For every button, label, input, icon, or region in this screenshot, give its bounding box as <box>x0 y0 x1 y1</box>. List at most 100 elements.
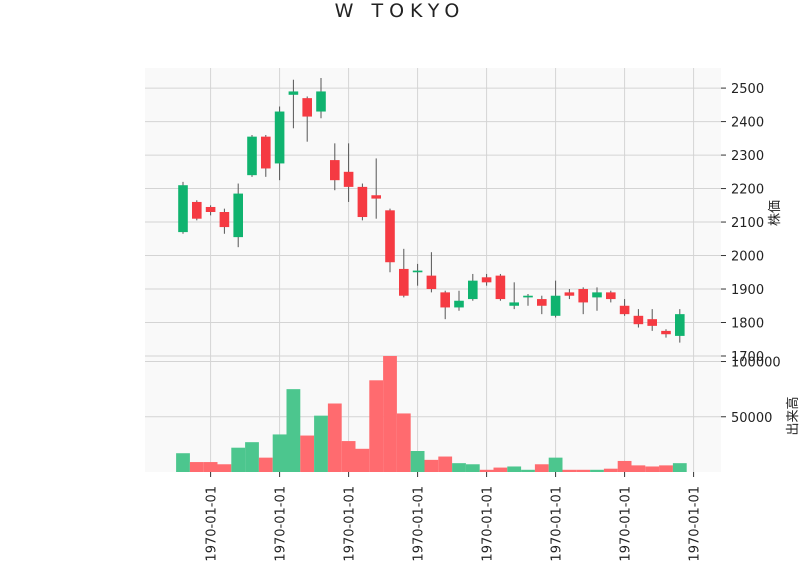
date-tick-label: 1970-01-01 <box>619 486 634 562</box>
price-tick-label: 1900 <box>731 283 764 298</box>
price-tick-label: 1700 <box>731 350 764 365</box>
candle-body <box>330 160 340 181</box>
price-tick-label: 1800 <box>731 317 764 332</box>
volume-bar <box>245 442 259 472</box>
candle-body <box>219 212 230 228</box>
volume-bar <box>507 466 522 472</box>
volume-axis: 50000 100000 <box>721 356 781 426</box>
volume-bar <box>355 448 370 472</box>
volume-bar <box>231 447 246 472</box>
date-tick-label: 1970-01-01 <box>274 486 289 562</box>
candle-body <box>412 270 423 273</box>
volume-bar <box>217 464 232 472</box>
price-tick-label: 2000 <box>731 250 764 265</box>
candle-body <box>468 280 478 300</box>
candle-body <box>247 136 257 176</box>
volume-bar <box>272 434 287 472</box>
volume-bar <box>341 441 356 472</box>
candle-body <box>592 292 602 298</box>
volume-bar <box>327 403 342 472</box>
date-tick-label: 1970-01-01 <box>412 486 427 562</box>
date-tick-label: 1970-01-01 <box>481 486 496 562</box>
candle-body <box>426 275 437 290</box>
volume-bar <box>631 465 646 472</box>
date-tick-label: 1970-01-01 <box>688 486 703 562</box>
volume-bar <box>645 466 660 472</box>
volume-bar <box>203 462 218 472</box>
volume-bar <box>617 460 632 472</box>
candle-body <box>316 91 326 112</box>
volume-bars <box>176 356 687 472</box>
date-axis: 1970-01-01 1970-01-01 1970-01-01 1970-01-01… <box>205 472 703 562</box>
candle-body <box>675 314 685 336</box>
volume-bar <box>189 462 204 472</box>
volume-bar <box>369 380 384 472</box>
candle-body <box>440 292 450 308</box>
volume-bar <box>590 469 604 472</box>
candle-body <box>343 171 354 187</box>
volume-bar <box>493 467 508 472</box>
volume-bar <box>438 456 453 472</box>
candle-body <box>619 305 630 315</box>
date-tick-label: 1970-01-01 <box>205 486 220 562</box>
candle-body <box>509 302 519 306</box>
volume-bar <box>521 469 535 472</box>
candle-body <box>233 193 243 238</box>
volume-bar <box>659 465 673 472</box>
candles <box>178 78 685 343</box>
volume-tick-label: 100000 <box>731 356 781 371</box>
price-tick-label: 2400 <box>731 116 764 131</box>
chart-title: W TOKYO <box>335 0 466 22</box>
volume-bar <box>672 463 687 472</box>
price-panel-background <box>145 68 721 356</box>
candle-body <box>481 277 492 283</box>
price-tick-label: 2200 <box>731 183 764 198</box>
candle-body <box>661 330 671 335</box>
candle-body <box>192 201 202 219</box>
candle-body <box>178 185 188 233</box>
candle-body <box>261 136 271 169</box>
price-axis: 1700 1800 1900 2000 2100 2200 2300 2400 2500 <box>721 82 764 365</box>
volume-bar <box>314 415 328 472</box>
candle-body <box>550 295 561 316</box>
candle-body <box>274 111 285 164</box>
candle-body <box>399 268 409 296</box>
candle-body <box>633 315 644 325</box>
price-axis-label: 株価 <box>768 200 783 226</box>
candle-body <box>564 292 575 296</box>
volume-bar <box>534 464 549 472</box>
candle-body <box>302 98 312 117</box>
price-tick-label: 2500 <box>731 82 764 97</box>
volume-bar <box>383 356 397 472</box>
candle-body <box>523 295 533 298</box>
candle-body <box>385 210 395 263</box>
candle-body <box>578 289 588 303</box>
volume-tick-label: 50000 <box>731 411 772 426</box>
volume-bar <box>300 435 315 472</box>
volume-bar <box>465 464 480 472</box>
candle-body <box>606 292 616 300</box>
candle-body <box>371 195 381 199</box>
date-tick-label: 1970-01-01 <box>343 486 358 562</box>
volume-bar <box>410 451 425 472</box>
volume-bar <box>396 413 411 472</box>
volume-bar <box>452 463 466 472</box>
volume-bar <box>424 459 439 472</box>
volume-bar <box>176 453 190 472</box>
date-tick-label: 1970-01-01 <box>550 486 565 562</box>
volume-bar <box>258 457 273 472</box>
volume-bar <box>562 469 577 472</box>
candle-body <box>495 275 506 300</box>
candle-body <box>205 206 216 212</box>
volume-bar <box>603 468 618 472</box>
price-tick-label: 2100 <box>731 216 764 231</box>
candle-body <box>537 299 547 306</box>
volume-bar <box>286 389 301 472</box>
price-tick-label: 2300 <box>731 149 764 164</box>
volume-bar <box>479 469 494 472</box>
candle-body <box>357 186 368 218</box>
candle-body <box>288 91 299 95</box>
volume-bar <box>576 469 591 472</box>
volume-bar <box>548 457 563 472</box>
